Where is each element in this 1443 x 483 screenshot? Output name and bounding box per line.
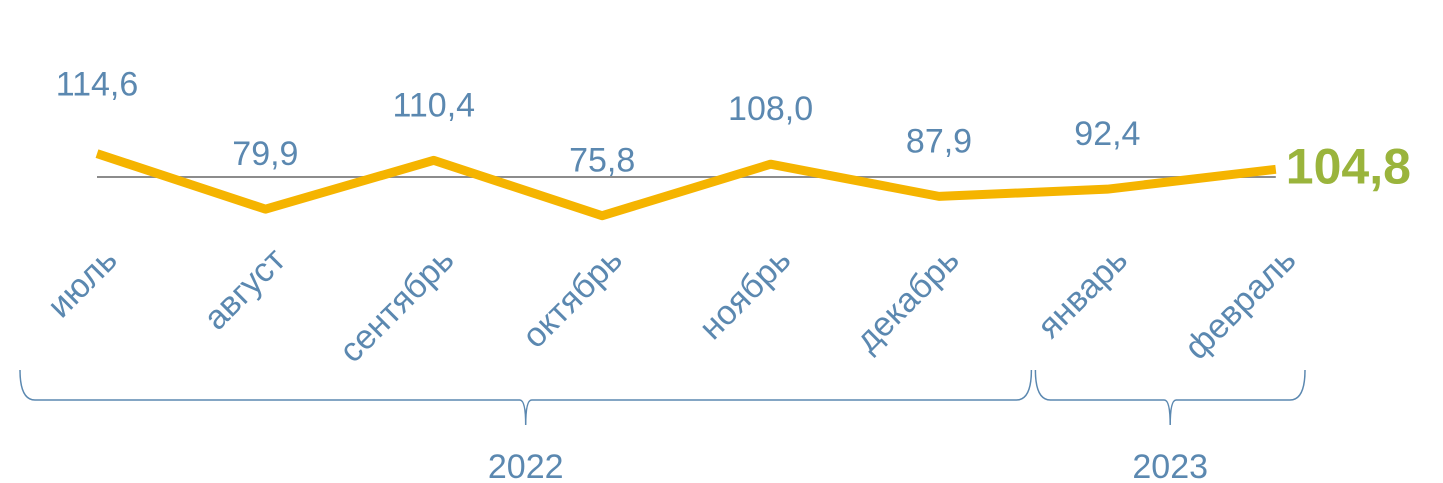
x-tick-label: январь bbox=[1030, 241, 1135, 346]
value-label: 87,9 bbox=[906, 122, 972, 160]
x-tick-label: сентябрь bbox=[332, 241, 461, 370]
x-tick-label: август bbox=[196, 241, 293, 338]
value-label: 79,9 bbox=[232, 135, 298, 173]
year-label: 2022 bbox=[488, 448, 564, 483]
x-tick-label: декабрь bbox=[848, 241, 966, 359]
year-label: 2023 bbox=[1132, 448, 1208, 483]
value-label: 92,4 bbox=[1074, 115, 1140, 153]
year-bracket bbox=[1034, 369, 1306, 426]
value-label: 114,6 bbox=[56, 66, 139, 104]
year-bracket bbox=[19, 369, 1033, 426]
x-tick-label: ноябрь bbox=[692, 241, 798, 347]
x-tick-label: октябрь bbox=[515, 241, 630, 356]
value-label-highlight: 104,8 bbox=[1286, 138, 1411, 194]
value-label: 75,8 bbox=[569, 142, 635, 180]
x-tick-label: июль bbox=[40, 241, 124, 325]
x-tick-label: февраль bbox=[1177, 241, 1303, 367]
value-label: 108,0 bbox=[728, 90, 813, 128]
value-label: 110,4 bbox=[393, 86, 476, 124]
series-line bbox=[95, 149, 1277, 221]
